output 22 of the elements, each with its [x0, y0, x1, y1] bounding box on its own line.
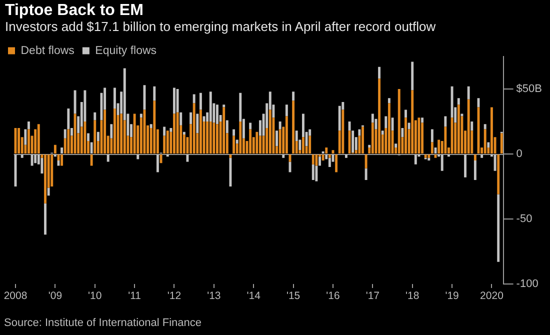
x-tick-label: '17	[366, 290, 380, 302]
y-tick-label: -50	[516, 213, 532, 226]
y-tick-label: -100	[516, 278, 538, 290]
chart-title: Tiptoe Back to EM	[5, 2, 144, 20]
x-tick-label: '13	[207, 290, 221, 302]
x-tick-label: '09	[48, 290, 62, 302]
y-tick-label: 0	[516, 148, 522, 160]
x-tick-label: '16	[326, 290, 340, 302]
x-tick-label: '18	[406, 290, 420, 302]
y-tick-label: $50B	[516, 83, 542, 96]
x-tick-label: '19	[445, 290, 460, 302]
x-tick-label: 2020	[480, 290, 504, 302]
x-tick-label: '12	[167, 290, 182, 302]
x-tick-label: 2008	[4, 290, 28, 302]
chart-subtitle: Investors add $17.1 billion to emerging markets in April after record outflow	[5, 19, 436, 34]
legend-label: Debt flows	[20, 44, 75, 57]
source-note: Source: Institute of International Finance	[4, 317, 202, 329]
x-tick-label: '14	[246, 290, 261, 302]
x-tick-label: '15	[286, 290, 300, 302]
x-tick-label: '10	[88, 290, 102, 302]
legend-label: Equity flows	[95, 44, 157, 57]
x-tick-label: '11	[128, 290, 142, 302]
